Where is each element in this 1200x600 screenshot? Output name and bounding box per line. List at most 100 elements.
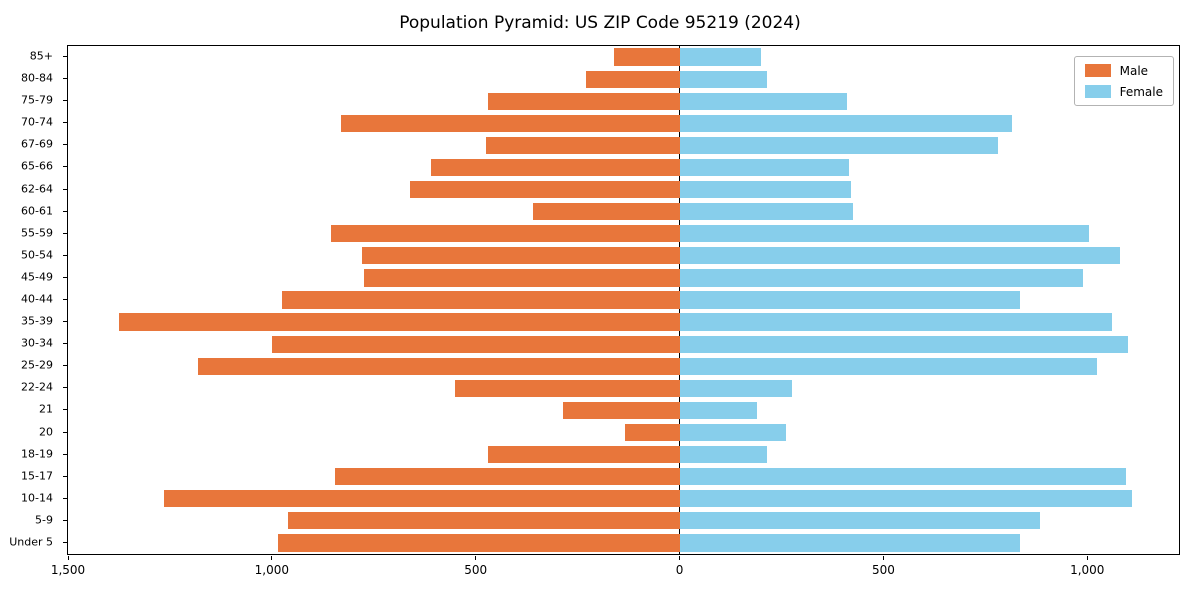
y-axis-label: 5-9	[35, 513, 53, 527]
y-axis-tick-mark	[63, 409, 67, 411]
male-bar	[335, 468, 680, 486]
female-bar	[679, 423, 786, 442]
female-bar	[679, 401, 757, 420]
x-axis-tick-mark	[475, 556, 477, 560]
male-bar	[614, 48, 680, 66]
female-bar	[679, 269, 1084, 287]
male-bar	[198, 357, 680, 375]
male-bar	[487, 445, 680, 464]
y-axis-label: 18-19	[21, 447, 53, 461]
y-axis-label: 85+	[29, 49, 53, 63]
y-axis-label: 22-24	[21, 380, 53, 394]
x-axis-tick-label: 500	[464, 563, 488, 577]
male-bar	[487, 92, 680, 110]
y-axis-tick-mark	[63, 210, 67, 212]
female-bar	[679, 136, 998, 154]
y-axis-label: 15-17	[21, 469, 53, 483]
x-axis-tick-mark	[67, 556, 69, 560]
y-axis-tick-mark	[63, 299, 67, 300]
x-axis-tick-label: 500	[871, 563, 895, 577]
y-axis-tick-mark	[63, 343, 67, 345]
y-axis-tick-mark	[63, 188, 67, 190]
female-bar	[679, 203, 853, 221]
y-axis-tick-mark	[63, 497, 67, 499]
y-axis-tick-mark	[63, 276, 67, 278]
x-axis-tick-label: 1,000	[254, 563, 290, 577]
female-bar	[679, 114, 1012, 132]
y-axis-label: 55-59	[21, 226, 53, 240]
male-bar	[563, 401, 680, 420]
y-axis-tick-mark	[63, 475, 67, 477]
y-axis-tick-mark	[63, 56, 67, 58]
male-bar	[430, 158, 680, 177]
female-bar	[679, 357, 1098, 375]
y-axis-label: 45-49	[21, 270, 53, 284]
y-axis-label: 40-44	[21, 292, 53, 306]
male-bar	[118, 313, 680, 331]
x-axis-tick-mark	[1086, 556, 1088, 560]
male-bar	[271, 335, 680, 353]
female-bar	[679, 468, 1126, 486]
male-legend-swatch	[1084, 64, 1111, 77]
x-axis-tick-mark	[679, 556, 681, 560]
chart-title: Population Pyramid: US ZIP Code 95219 (2…	[399, 13, 801, 33]
y-axis-tick-mark	[63, 519, 67, 521]
female-bar	[679, 247, 1120, 265]
male-bar	[288, 512, 680, 530]
y-axis-tick-mark	[63, 321, 67, 323]
x-axis-tick-label: 0	[675, 563, 684, 577]
female-bar	[679, 291, 1020, 309]
male-bar	[163, 490, 680, 508]
y-axis-labels: 85+ 80-84 75-79 70-74 67-69 65-66 62-64 60-61 55…	[0, 45, 62, 555]
male-bar	[330, 225, 680, 243]
y-axis-label: 70-74	[21, 115, 53, 129]
y-axis-tick-mark	[63, 144, 67, 146]
y-axis-label: 62-64	[21, 182, 53, 196]
female-bar	[679, 225, 1090, 243]
y-axis-tick-mark	[63, 254, 67, 256]
male-bar	[361, 247, 680, 265]
y-axis-tick-mark	[63, 232, 67, 234]
male-bar	[277, 534, 680, 552]
x-axis-tick-label: 1,000	[1070, 563, 1105, 577]
x-axis-tick-mark	[882, 556, 884, 560]
y-axis-label: 25-29	[21, 358, 53, 372]
male-bar	[532, 203, 680, 221]
y-axis-label: 60-61	[21, 204, 53, 218]
male-bar	[282, 291, 680, 309]
male-bar	[363, 269, 680, 287]
female-bar	[679, 313, 1112, 331]
female-bar	[679, 335, 1129, 353]
x-axis: 1,500 1,000 500 0 500 1,000	[51, 556, 1179, 586]
male-bar	[624, 423, 680, 442]
female-bar	[679, 512, 1041, 530]
y-axis-label: 75-79	[21, 93, 53, 107]
female-bar	[679, 534, 1020, 552]
male-bar	[341, 114, 680, 132]
male-legend-label: Male	[1119, 63, 1149, 78]
y-axis-label: 50-54	[21, 248, 53, 262]
female-bar	[679, 70, 768, 88]
y-axis-tick-mark	[63, 431, 67, 433]
y-axis-tick-mark	[63, 100, 67, 102]
y-axis-label: Under 5	[9, 535, 53, 549]
x-axis-tick-label: 1,500	[50, 563, 86, 577]
y-axis-tick-mark	[63, 387, 67, 389]
female-bar	[679, 379, 792, 397]
legend: Male Female	[1073, 56, 1174, 106]
female-legend-label: Female	[1119, 84, 1163, 99]
y-axis-label: 30-34	[21, 336, 53, 350]
legend-item-female: Female	[1084, 84, 1163, 99]
female-bar	[679, 180, 851, 199]
male-bar	[585, 70, 680, 88]
y-axis-tick-mark	[63, 122, 67, 124]
y-axis-label: 67-69	[21, 137, 53, 151]
female-bar	[679, 490, 1133, 508]
female-legend-swatch	[1084, 85, 1111, 98]
plot-area: Male Female	[67, 45, 1180, 555]
y-axis-label: 10-14	[21, 491, 53, 505]
y-axis-tick-mark	[63, 453, 67, 455]
male-bar	[455, 379, 680, 397]
y-axis-label: 21	[39, 402, 53, 416]
